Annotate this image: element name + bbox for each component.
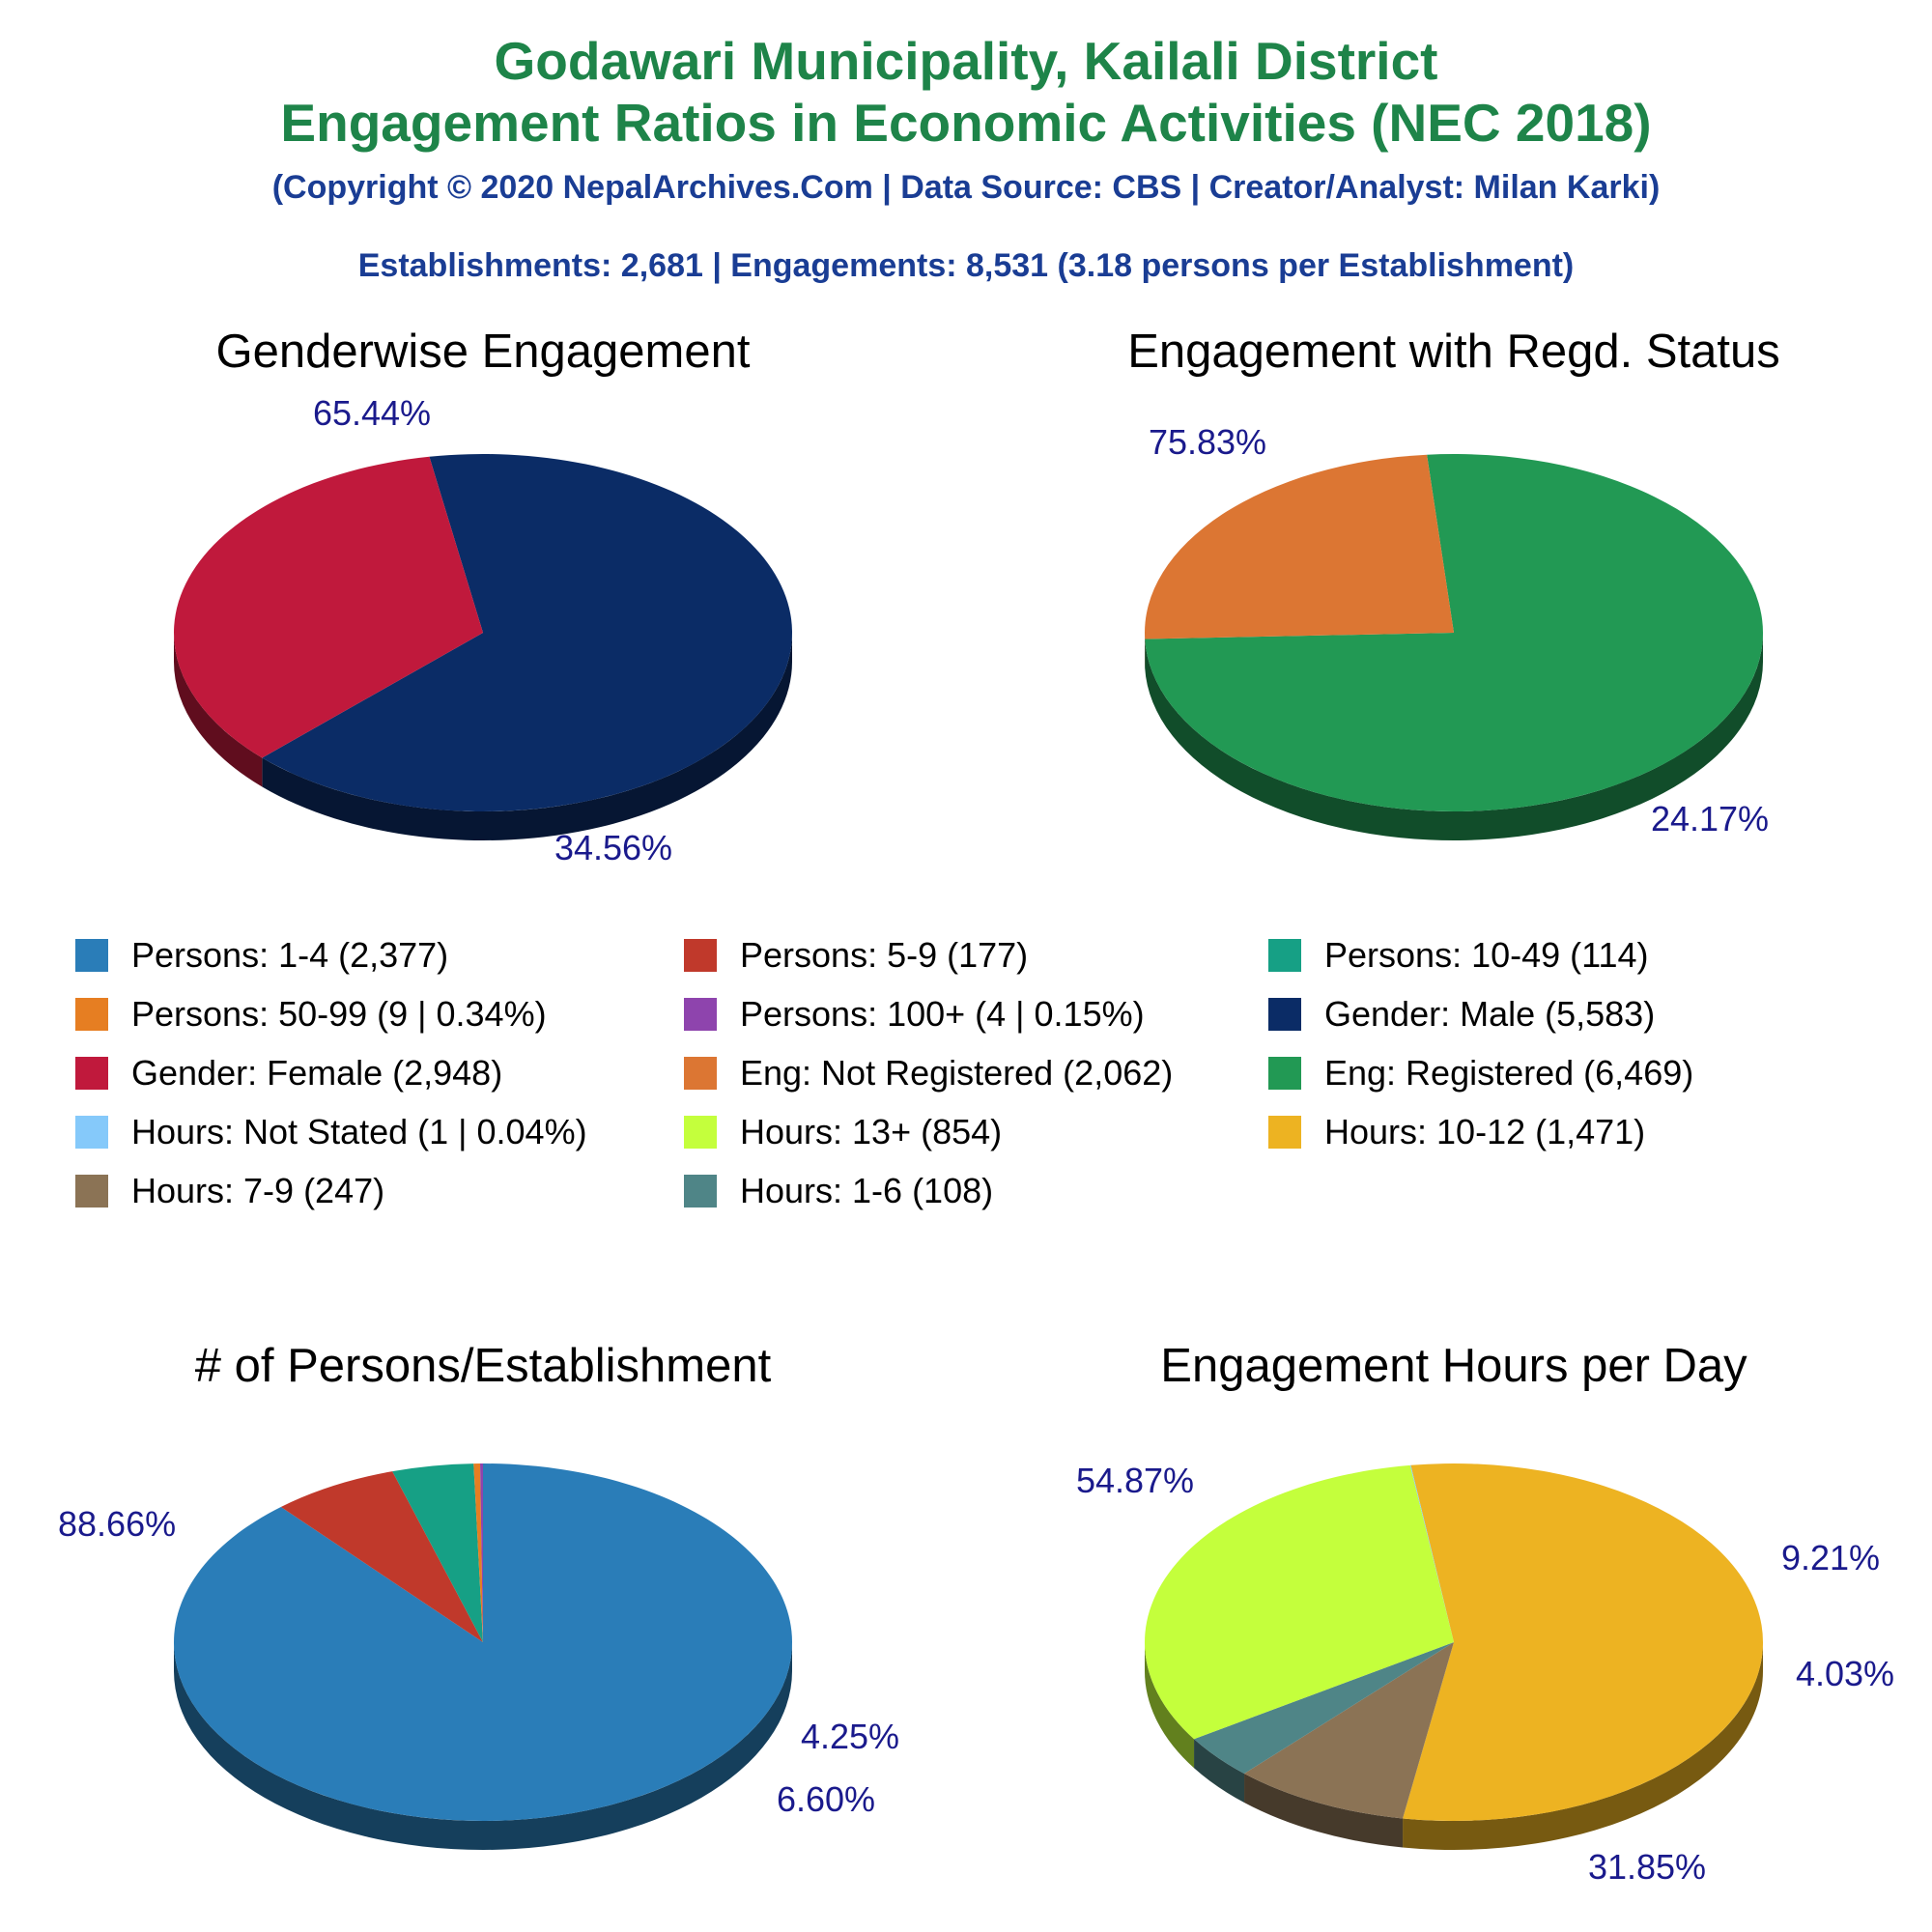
legend-item: Hours: 13+ (854) (684, 1112, 1002, 1152)
legend-label: Persons: 5-9 (177) (740, 935, 1029, 975)
main-title-line2: Engagement Ratios in Economic Activities… (280, 93, 1652, 153)
legend-item: Gender: Male (5,583) (1268, 994, 1655, 1035)
pie-slice (262, 454, 793, 811)
slice-label: 88.66% (58, 1504, 176, 1544)
legend-swatch (75, 939, 108, 972)
pie-slice-side (1194, 1739, 1245, 1803)
legend-swatch (75, 1057, 108, 1090)
legend-label: Hours: 13+ (854) (740, 1112, 1003, 1151)
chart-title: Genderwise Engagement (216, 326, 751, 378)
legend-label: Hours: 1-6 (108) (740, 1171, 994, 1210)
slice-label: 31.85% (1588, 1847, 1706, 1887)
pie-slice (1244, 1642, 1454, 1819)
slice-label: 54.87% (1076, 1461, 1194, 1500)
legend-swatch (684, 998, 717, 1031)
legend-swatch (684, 939, 717, 972)
slice-label: 24.17% (1651, 799, 1769, 838)
legend-swatch (1268, 939, 1301, 972)
legend-item: Eng: Not Registered (2,062) (684, 1053, 1173, 1094)
slice-label: 75.83% (1149, 422, 1266, 462)
pie-slice (392, 1463, 483, 1642)
pie-slice (480, 1463, 483, 1642)
pie-slice-side (174, 633, 263, 787)
legend-label: Gender: Female (2,948) (131, 1053, 503, 1093)
legend-item: Persons: 1-4 (2,377) (75, 935, 448, 976)
legend-swatch (75, 1116, 108, 1149)
slice-label: 4.25% (801, 1717, 899, 1756)
legend-swatch (684, 1175, 717, 1208)
legend-label: Eng: Registered (6,469) (1324, 1053, 1694, 1093)
legend-label: Persons: 10-49 (114) (1324, 935, 1649, 975)
legend-label: Persons: 1-4 (2,377) (131, 935, 449, 975)
legend-item: Gender: Female (2,948) (75, 1053, 502, 1094)
slice-label: 34.56% (554, 828, 672, 867)
pie-slice-side (1145, 1642, 1195, 1769)
pie-chart: Genderwise Engagement 65.44% 34.56% (173, 326, 793, 867)
legend-swatch (75, 998, 108, 1031)
pie-slice (1145, 454, 1763, 811)
pie-chart: # of Persons/Establishment 88.66% 6.60% 4.2… (58, 1340, 899, 1850)
legend-item: Persons: 50-99 (9 | 0.34%) (75, 994, 547, 1035)
legend-item: Hours: 7-9 (247) (75, 1171, 384, 1211)
main-title-line1: Godawari Municipality, Kailali District (494, 31, 1438, 91)
slice-label: 65.44% (313, 393, 431, 433)
legend-item: Persons: 10-49 (114) (1268, 935, 1649, 976)
legend-item: Hours: 1-6 (108) (684, 1171, 993, 1211)
pie-slice (1145, 1464, 1454, 1740)
legend-label: Hours: 7-9 (247) (131, 1171, 385, 1210)
pie-chart: Engagement with Regd. Status 75.83% 24.17% (1127, 326, 1780, 840)
legend-swatch (75, 1175, 108, 1208)
legend-item: Hours: 10-12 (1,471) (1268, 1112, 1645, 1152)
legend-swatch (1268, 998, 1301, 1031)
pie-slice-side (1403, 1642, 1764, 1851)
legend-label: Persons: 50-99 (9 | 0.34%) (131, 994, 547, 1034)
legend-label: Persons: 100+ (4 | 0.15%) (740, 994, 1145, 1034)
legend-swatch (684, 1057, 717, 1090)
pie-slice-side (262, 633, 793, 840)
pie-slice (1403, 1463, 1763, 1821)
legend-item: Eng: Registered (6,469) (1268, 1053, 1693, 1094)
legend-item: Persons: 5-9 (177) (684, 935, 1028, 976)
slice-label: 4.03% (1796, 1654, 1894, 1693)
pie-slice (173, 456, 483, 758)
legend-item: Hours: Not Stated (1 | 0.04%) (75, 1112, 587, 1152)
legend-swatch (1268, 1057, 1301, 1090)
copyright-line: (Copyright © 2020 NepalArchives.Com | Da… (271, 169, 1661, 206)
legend-label: Hours: Not Stated (1 | 0.04%) (131, 1112, 587, 1151)
legend-swatch (1268, 1116, 1301, 1149)
pie-slice (280, 1471, 483, 1642)
pie-chart: Engagement Hours per Day 54.87% 9.21% 4.03%… (1076, 1340, 1894, 1887)
pie-slice-side (1244, 1773, 1404, 1848)
legend-item: Persons: 100+ (4 | 0.15%) (684, 994, 1145, 1035)
legend-label: Hours: 10-12 (1,471) (1324, 1112, 1646, 1151)
pie-slice (1194, 1642, 1454, 1774)
legend-swatch (684, 1116, 717, 1149)
chart-title: # of Persons/Establishment (195, 1340, 772, 1392)
pie-slice (1145, 454, 1454, 639)
pie-slice (473, 1463, 483, 1642)
pie-slice (1409, 1464, 1454, 1642)
chart-title: Engagement Hours per Day (1160, 1340, 1747, 1392)
summary-line: Establishments: 2,681 | Engagements: 8,5… (357, 247, 1575, 284)
legend-label: Gender: Male (5,583) (1324, 994, 1656, 1034)
chart-title: Engagement with Regd. Status (1127, 326, 1780, 378)
pie-slice-side (1145, 633, 1763, 840)
legend-label: Eng: Not Registered (2,062) (740, 1053, 1174, 1093)
slice-label: 6.60% (777, 1779, 875, 1819)
pie-slice-side (174, 1642, 792, 1850)
slice-label: 9.21% (1781, 1538, 1880, 1577)
pie-slice (174, 1463, 793, 1821)
